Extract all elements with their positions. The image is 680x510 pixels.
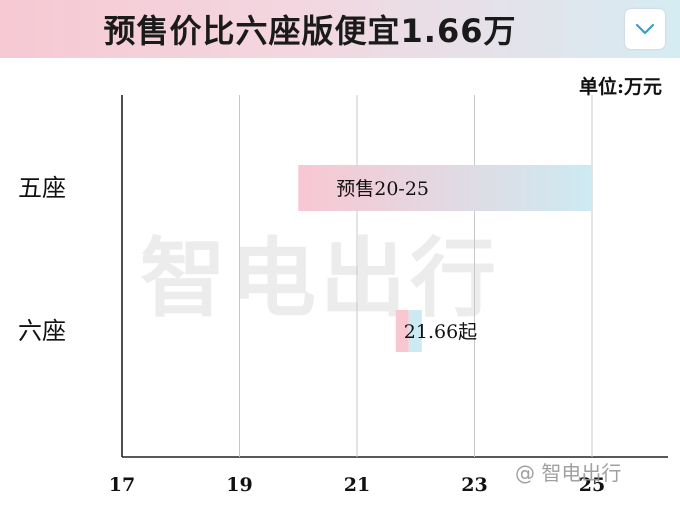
x-tick-label: 25 (579, 474, 605, 496)
unit-label: 单位:万元 (578, 76, 662, 98)
bar (395, 310, 409, 352)
category-label: 六座 (18, 317, 66, 345)
title-bar (0, 0, 680, 58)
x-tick-label: 23 (461, 474, 487, 496)
bar-label: 21.66起 (404, 321, 477, 343)
category-label: 五座 (18, 174, 66, 202)
bar-label: 预售20-25 (336, 178, 429, 200)
page-title: 预售价比六座版便宜1.66万 (103, 12, 517, 50)
x-tick-label: 19 (226, 474, 252, 496)
x-tick-label: 21 (344, 474, 370, 496)
watermark-small: @ 智电出行 (515, 461, 622, 485)
x-tick-label: 17 (109, 474, 135, 496)
chevron-down-icon (635, 23, 655, 35)
bar (298, 165, 592, 211)
collapse-button[interactable] (625, 9, 665, 49)
bar (408, 310, 422, 352)
watermark: 智电出行 (140, 229, 500, 329)
